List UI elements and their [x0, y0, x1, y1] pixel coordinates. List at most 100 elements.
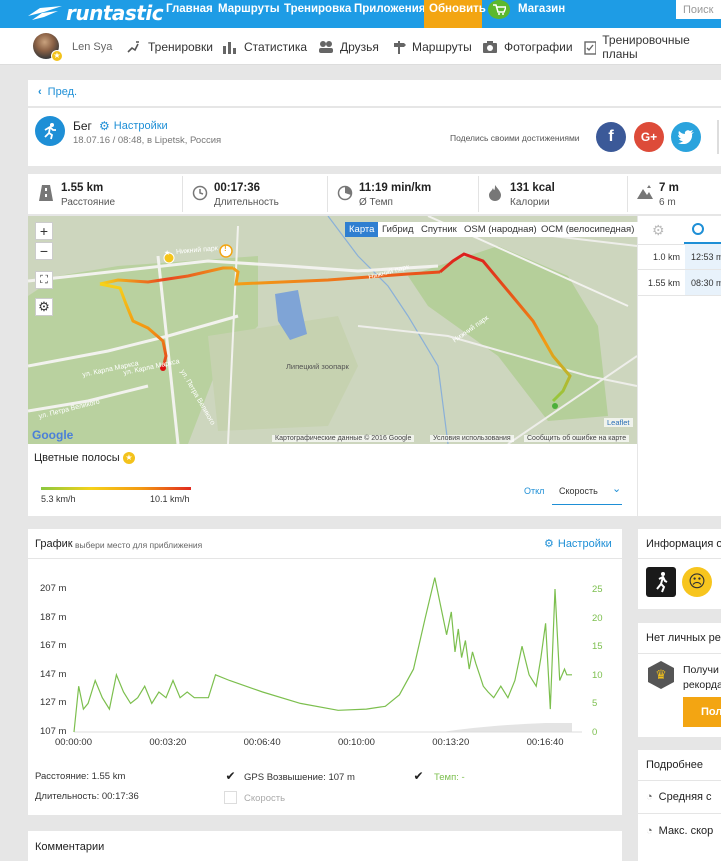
pace-icon: [337, 185, 353, 204]
runtastic-swoosh-icon: [28, 6, 62, 20]
gauge-icon: ◔: [646, 791, 653, 803]
records-divider: [638, 653, 721, 654]
subnav-routes[interactable]: Маршруты: [392, 38, 472, 56]
x-tick: 00:13:20: [432, 737, 470, 748]
stat-label: Длительность: [214, 197, 279, 208]
graph-settings-label: Настройки: [557, 537, 612, 550]
map-tab[interactable]: ОСМ (велосипедная): [537, 222, 639, 237]
map-tab[interactable]: Карта: [345, 222, 379, 237]
googleplus-share-button[interactable]: G+: [634, 122, 664, 152]
map-terms-link[interactable]: Условия использования: [430, 435, 514, 442]
y-right-tick: 20: [592, 612, 603, 624]
map-report-link[interactable]: Сообщить об ошибке на карте: [524, 435, 630, 442]
leaflet-link[interactable]: Leaflet: [604, 418, 633, 427]
pace-checkbox[interactable]: ✔: [413, 769, 424, 783]
zoom-out-button[interactable]: −: [35, 242, 53, 260]
split-distance: 1.0 km: [652, 252, 680, 262]
map-tab[interactable]: Спутник: [417, 222, 461, 237]
avatar[interactable]: ★: [33, 33, 63, 62]
speed-checkbox[interactable]: [224, 791, 237, 804]
subnav-friends-label: Друзья: [340, 40, 379, 54]
get-records-button[interactable]: Пол: [683, 697, 721, 727]
split-row[interactable]: 1.55 km 08:30 m: [638, 270, 721, 296]
nav-training[interactable]: Тренировка: [284, 3, 352, 15]
records-text: Получи рекорда: [683, 664, 721, 691]
nav-routes[interactable]: Маршруты: [218, 3, 280, 15]
route-map[interactable]: ★ ! Нижний парк Нижний парк Нижний парк …: [28, 216, 637, 444]
color-bars-off-option[interactable]: Откл: [524, 486, 545, 496]
subnav-workouts-label: Тренировки: [148, 40, 214, 54]
flame-icon: [488, 185, 502, 204]
upgrade-button[interactable]: Обновить: [424, 0, 486, 28]
shoe-runner-icon[interactable]: [646, 567, 676, 597]
stats-row: [28, 174, 721, 214]
header-divider: [717, 120, 719, 154]
legend-duration-label: Длительность:: [35, 791, 100, 802]
details-title: Подробнее: [646, 759, 704, 771]
google-logo: Google: [32, 428, 74, 442]
map-tab[interactable]: Гибрид: [378, 222, 418, 237]
info-title: Информация о: [646, 538, 721, 550]
star-badge-icon: ★: [123, 452, 135, 464]
subnav-workouts[interactable]: Тренировки: [126, 38, 213, 56]
chevron-down-icon[interactable]: ⌄: [612, 483, 622, 495]
pace-chart[interactable]: [28, 559, 622, 759]
clock-icon: [192, 185, 208, 204]
y-left-tick: 107 m: [40, 726, 67, 737]
runtastic-logo[interactable]: runtastic: [28, 1, 164, 25]
stat-value: 7 m: [659, 182, 679, 194]
y-right-tick: 10: [592, 669, 603, 681]
twitter-share-button[interactable]: [671, 122, 701, 152]
subnav-stats[interactable]: Статистика: [222, 38, 307, 56]
cart-icon[interactable]: [488, 0, 510, 19]
legend-distance-label: Расстояние:: [35, 771, 89, 782]
map-settings-gear-icon[interactable]: ⚙: [35, 298, 53, 316]
username[interactable]: Len Sya: [72, 41, 113, 53]
subnav-stats-label: Статистика: [244, 40, 308, 54]
y-left-tick: 187 m: [40, 611, 67, 623]
subnav-friends[interactable]: Друзья: [318, 38, 379, 56]
info-marker-icon[interactable]: !: [224, 244, 227, 253]
brand-name: runtastic: [66, 1, 164, 25]
zoom-in-button[interactable]: +: [35, 222, 53, 240]
stat-value: 00:17:36: [214, 182, 261, 194]
subnav-plans[interactable]: Тренировочные планы: [584, 33, 721, 61]
stat-value: 11:19 min/km: [359, 182, 432, 194]
x-tick: 00:03:20: [149, 737, 187, 748]
graph-settings-link[interactable]: ⚙ Настройки: [544, 537, 612, 551]
fullscreen-icon[interactable]: ⛶: [35, 271, 53, 289]
details-divider: [638, 813, 721, 814]
gear-icon: ⚙: [544, 538, 554, 550]
x-tick: 00:10:00: [337, 737, 375, 748]
splits-settings-gear-icon[interactable]: ⚙: [652, 222, 665, 238]
split-row[interactable]: 1.0 km 12:53 m: [638, 244, 721, 270]
speed-max: 10.1 km/h: [150, 494, 190, 504]
trophy-icon: ♛: [648, 661, 674, 689]
search-input[interactable]: Поиск: [676, 0, 721, 19]
nav-shop[interactable]: Магазин: [518, 3, 566, 15]
running-icon: [35, 116, 65, 146]
nav-apps[interactable]: Приложения: [354, 3, 426, 15]
y-right-tick: 0: [592, 727, 598, 738]
map-label: Липецкий зоопарк: [286, 362, 349, 371]
stat-divider: [182, 176, 183, 212]
map-tab[interactable]: OSM (народная): [460, 222, 541, 237]
splits-pace-tab[interactable]: [684, 216, 721, 244]
activity-meta: 18.07.16 / 08:48, в Lipetsk, Россия: [73, 135, 222, 146]
previous-link[interactable]: ‹ Пред.: [38, 86, 77, 98]
subnav-photos[interactable]: Фотографии: [482, 38, 573, 56]
sad-face-icon[interactable]: ☹: [682, 567, 712, 597]
graph-divider: [28, 558, 622, 559]
twitter-bird-icon: [678, 130, 694, 144]
gps-elevation-checkbox[interactable]: ✔: [225, 769, 236, 783]
clipboard-icon: [584, 40, 597, 55]
speed-gradient-bar: [41, 487, 191, 490]
color-bars-speed-option[interactable]: Скорость: [552, 478, 622, 505]
pace-series-line: [73, 577, 572, 733]
y-left-tick: 127 m: [40, 697, 67, 709]
nav-home[interactable]: Главная: [166, 3, 213, 15]
activity-settings-link[interactable]: ⚙ Настройки: [99, 119, 168, 133]
details-max-speed: ◔ Макс. скор: [646, 825, 713, 837]
graph-title: График: [35, 538, 73, 550]
facebook-share-button[interactable]: f: [596, 122, 626, 152]
